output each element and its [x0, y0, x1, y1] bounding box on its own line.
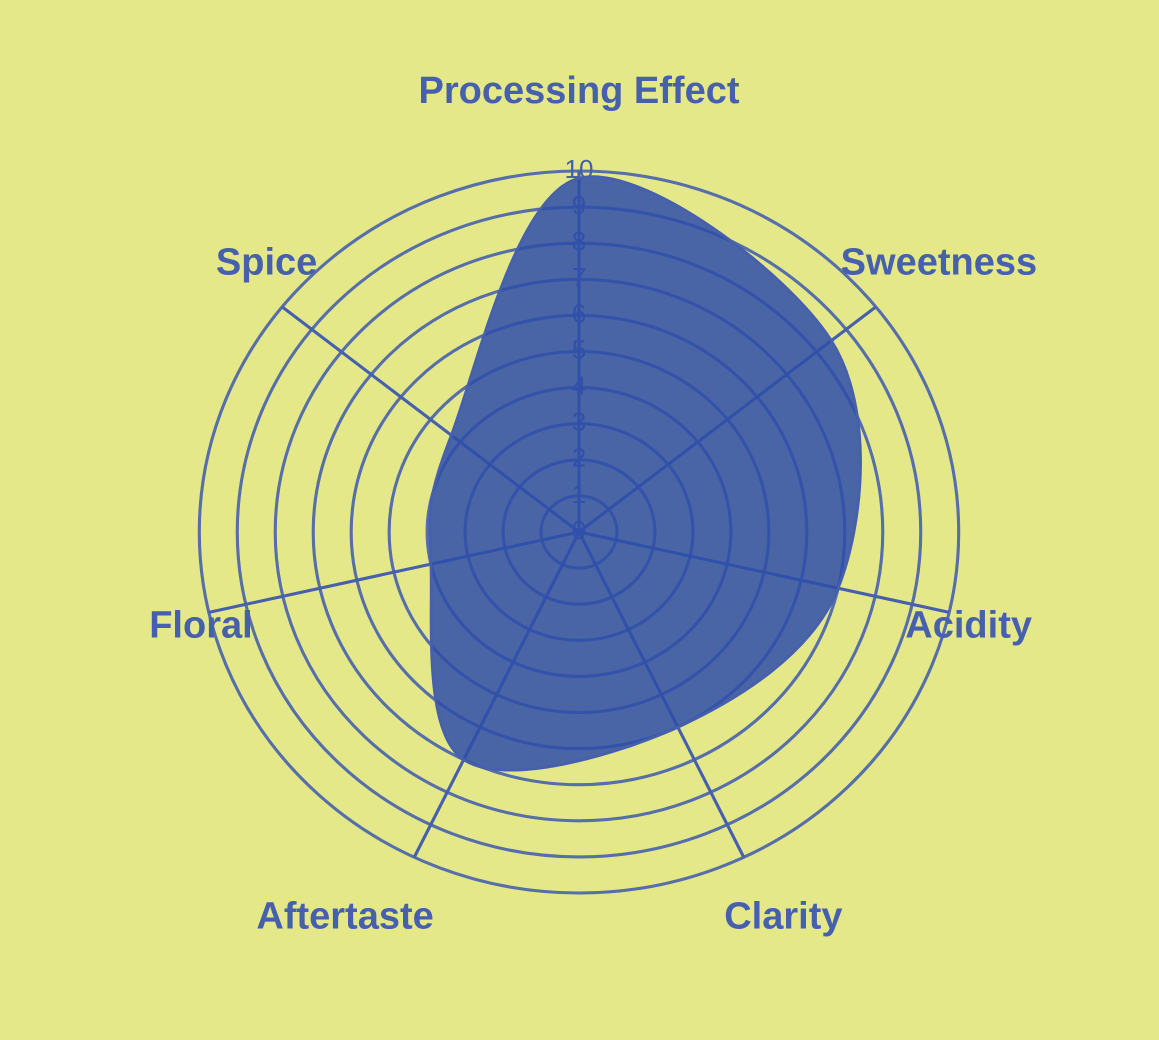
svg-text:Floral: Floral — [149, 604, 252, 646]
svg-text:Sweetness: Sweetness — [841, 242, 1037, 284]
svg-text:Aftertaste: Aftertaste — [256, 896, 433, 938]
svg-text:Clarity: Clarity — [724, 896, 842, 938]
svg-text:Acidity: Acidity — [905, 604, 1032, 646]
svg-text:Spice: Spice — [216, 242, 317, 284]
svg-text:Processing Effect: Processing Effect — [419, 70, 740, 112]
